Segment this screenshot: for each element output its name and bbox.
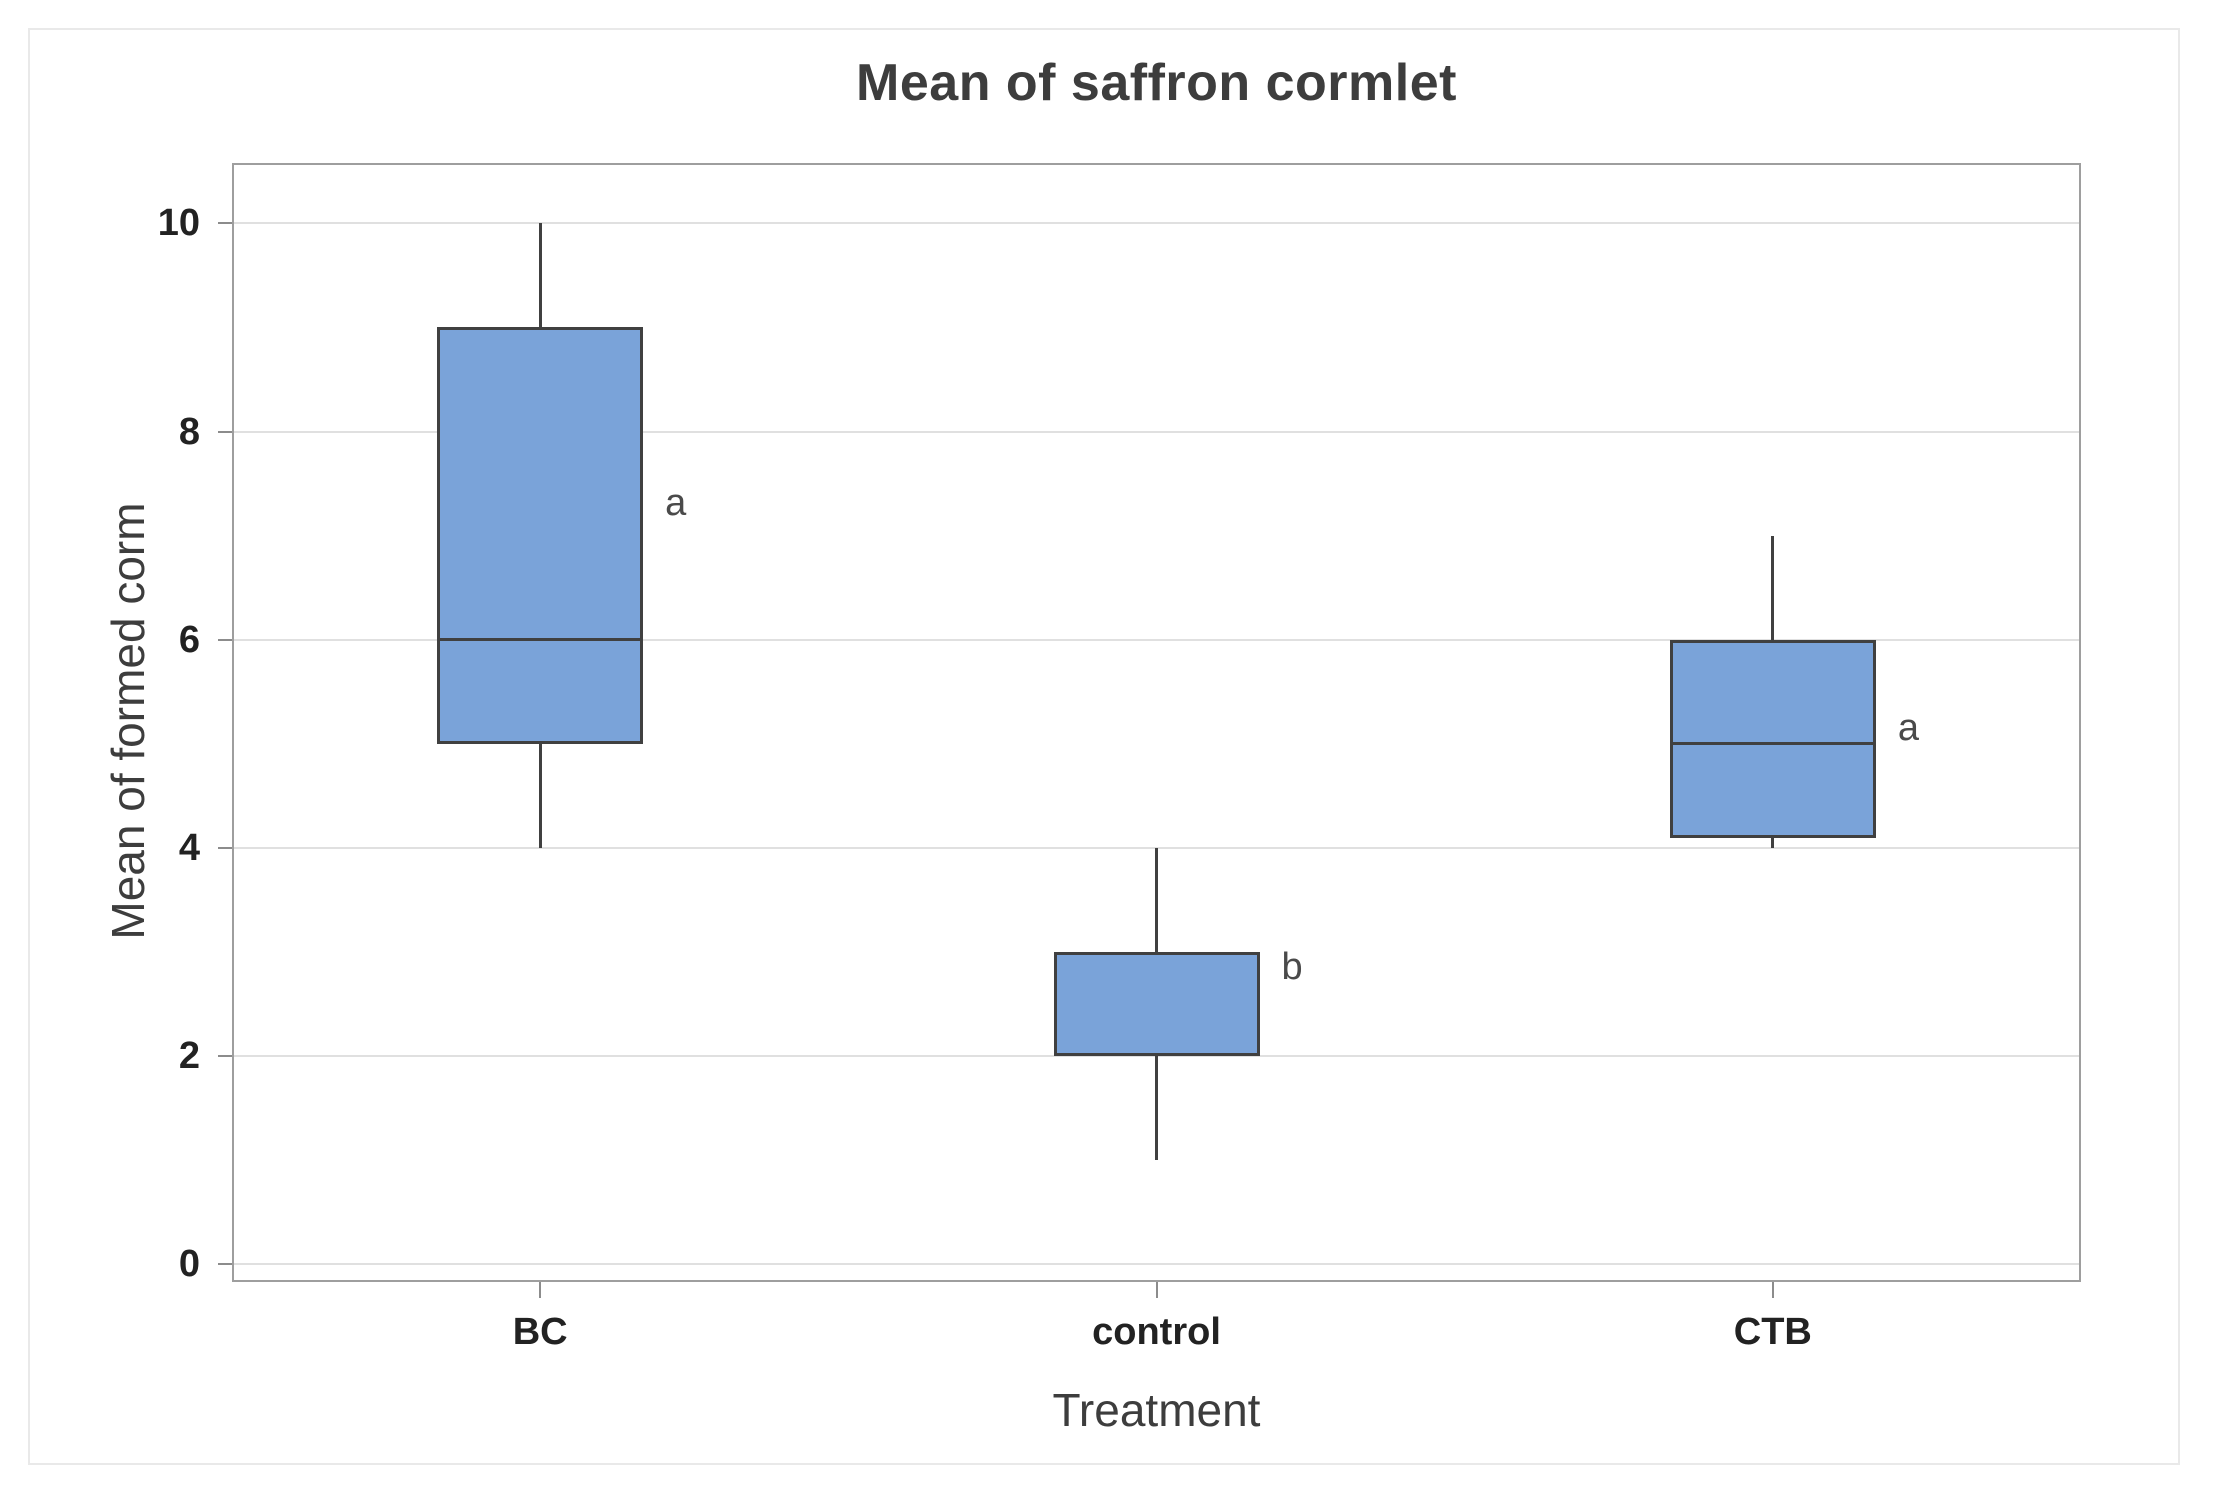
group-letter-control: b [1281,945,1303,988]
x-tick-label-control: control [1092,1311,1221,1353]
y-tick-6 [218,638,232,641]
x-tick-label-CTB: CTB [1733,1311,1812,1353]
y-tick-8 [218,430,232,433]
x-axis-title: Treatment [1052,1384,1261,1436]
y-tick-10 [218,222,232,225]
y-tick-2 [218,1055,232,1058]
group-letter-BC: a [665,482,687,525]
box-control [1053,952,1260,1057]
whisker-lower-CTB [1771,837,1775,848]
y-tick-label-6: 6 [178,618,200,661]
gridline-y-8 [234,430,2079,433]
x-tick-label-BC: BC [512,1311,568,1353]
y-tick-label-4: 4 [178,826,200,869]
box-CTB [1669,639,1876,838]
whisker-lower-control [1155,1056,1158,1161]
x-tick-CTB [1771,1282,1774,1298]
y-tick-label-2: 2 [178,1035,200,1078]
gridline-y-10 [234,222,2079,225]
gridline-y-6 [234,638,2079,641]
figure-border [28,28,2180,1465]
y-axis-title: Mean of formed corm [102,502,154,940]
x-tick-control [1155,1282,1158,1298]
gridline-y-0 [234,1263,2079,1266]
chart-title: Mean of saffron cormlet [856,54,1457,112]
whisker-upper-CTB [1771,535,1775,640]
median-CTB [1669,742,1876,746]
whisker-upper-BC [538,223,542,328]
y-tick-label-8: 8 [178,410,200,453]
whisker-lower-BC [538,743,542,848]
group-letter-CTB: a [1897,707,1919,750]
x-tick-BC [539,1282,542,1298]
whisker-upper-control [1155,847,1158,953]
y-tick-0 [218,1263,232,1266]
y-tick-label-0: 0 [178,1243,200,1286]
box-BC [437,327,644,744]
median-BC [437,638,644,642]
y-tick-4 [218,846,232,849]
y-tick-label-10: 10 [157,202,200,245]
